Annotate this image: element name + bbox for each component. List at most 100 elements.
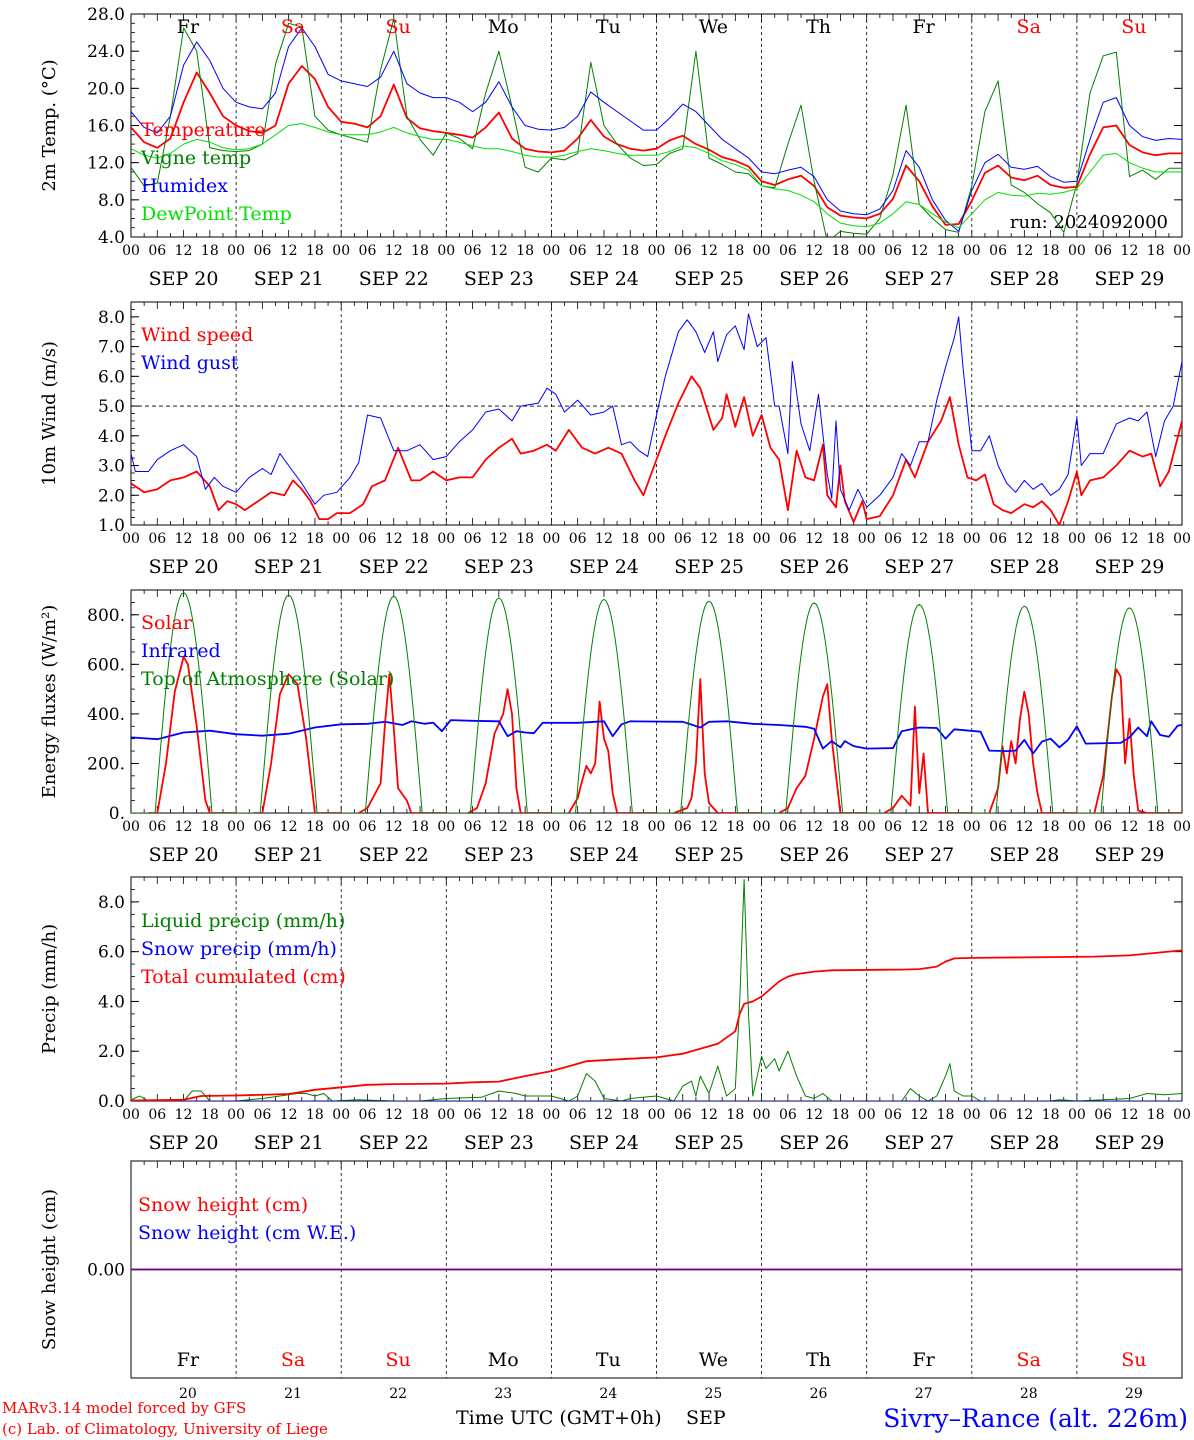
hour-label: 00 [437,243,455,259]
series-wind-speed [131,375,1182,525]
hour-label: 18 [726,819,744,835]
hour-label: 00 [753,243,771,259]
date-label: SEP 23 [464,556,534,578]
hour-label: 18 [1147,1107,1165,1123]
date-label: SEP 22 [359,268,429,290]
hour-label: 18 [201,531,219,547]
weekday-label: Fr [912,16,935,38]
series-solar [568,700,657,813]
hour-label: 18 [306,1107,324,1123]
hour-label: 12 [490,531,508,547]
date-label: SEP 23 [464,844,534,866]
hour-label: 18 [937,819,955,835]
hour-label: 00 [332,819,350,835]
series-temperature [131,65,1182,226]
hour-label: 12 [1015,1107,1033,1123]
hour-label: 00 [437,531,455,547]
y-tick-label: 0.0 [98,1092,125,1112]
day-number: 23 [494,1386,512,1402]
hour-label: 12 [175,243,193,259]
series-infrared [131,719,1182,755]
hour-label: 00 [332,243,350,259]
hour-label: 00 [858,819,876,835]
hour-label: 12 [700,531,718,547]
date-label: SEP 28 [989,844,1059,866]
hour-label: 06 [1094,531,1112,547]
hour-label: 00 [963,531,981,547]
date-label: SEP 27 [884,556,954,578]
hour-label: 00 [542,1107,560,1123]
hour-label: 12 [700,1107,718,1123]
day-number: 20 [179,1386,197,1402]
weekday-label: We [699,16,728,38]
date-label: SEP 21 [254,556,324,578]
day-number: 26 [810,1386,828,1402]
series-group [131,879,1182,1101]
hour-label: 12 [175,531,193,547]
legend-entry: Wind gust [141,352,239,374]
hour-label: 12 [700,243,718,259]
panel-energy: 0. 200. 400. 600. 800. Energy fluxes (W/m²) 00… [39,589,1191,866]
date-label: SEP 24 [569,556,639,578]
series-top-of-atmosphere-solar [131,592,1182,813]
y-tick-label: 8.0 [98,191,125,211]
day-number: 27 [915,1386,933,1402]
hour-label: 00 [542,243,560,259]
y-tick-label: 4.0 [98,228,125,248]
hour-label: 06 [253,819,271,835]
hour-label: 18 [201,1107,219,1123]
weekday-label: We [699,1349,728,1371]
hour-label: 06 [884,1107,902,1123]
hour-label: 06 [569,819,587,835]
hour-label: 00 [858,1107,876,1123]
date-label: SEP 26 [779,556,849,578]
credit-line-1: MARv3.14 model forced by GFS [2,1399,246,1417]
legend-entry: Snow height (cm) [138,1194,308,1216]
legend-entry: Liquid precip (mm/h) [141,910,345,932]
hour-label: 06 [989,531,1007,547]
weekday-label: Mo [488,1349,519,1371]
hour-label: 06 [148,243,166,259]
hour-label: 00 [227,243,245,259]
hour-label: 00 [1173,819,1191,835]
series-solar [467,688,552,813]
series-vigne-temp [131,18,1182,237]
panel-frame [130,589,1183,814]
hour-label: 00 [963,1107,981,1123]
hour-label: 12 [490,819,508,835]
hour-label: 18 [1042,531,1060,547]
date-label: SEP 29 [1095,844,1165,866]
series-solar [253,673,342,813]
hour-label: 00 [648,819,666,835]
series-total-cumulated-cm [131,949,1182,1101]
series-solar [883,705,972,813]
hour-label: 12 [280,819,298,835]
hour-label: 18 [411,1107,429,1123]
hour-label: 06 [674,531,692,547]
weekday-label: Th [806,16,831,38]
day-number: 28 [1020,1386,1038,1402]
hour-label: 00 [648,243,666,259]
hour-label: 12 [385,531,403,547]
y-tick-label: 200. [87,754,125,774]
hour-label: 18 [306,243,324,259]
weekday-label: Sa [281,1349,305,1371]
legend-entry: Infrared [141,640,221,662]
weekday-label: Fr [177,16,200,38]
series-wind-gust [131,313,1182,511]
weekday-label: Fr [912,1349,935,1371]
legend-entry: Top of Atmosphere (Solar) [141,668,394,690]
date-label: SEP 21 [254,1132,324,1154]
hour-label: 12 [805,1107,823,1123]
hour-label: 00 [1068,1107,1086,1123]
hour-label: 00 [1173,531,1191,547]
hour-label: 06 [253,531,271,547]
date-label: SEP 20 [149,268,219,290]
hour-label: 00 [437,1107,455,1123]
hour-label: 06 [884,819,902,835]
hour-label: 06 [1094,1107,1112,1123]
y-tick-label: 16.0 [87,117,125,137]
y-tick-label: 6.0 [98,943,125,963]
hour-label: 00 [332,531,350,547]
